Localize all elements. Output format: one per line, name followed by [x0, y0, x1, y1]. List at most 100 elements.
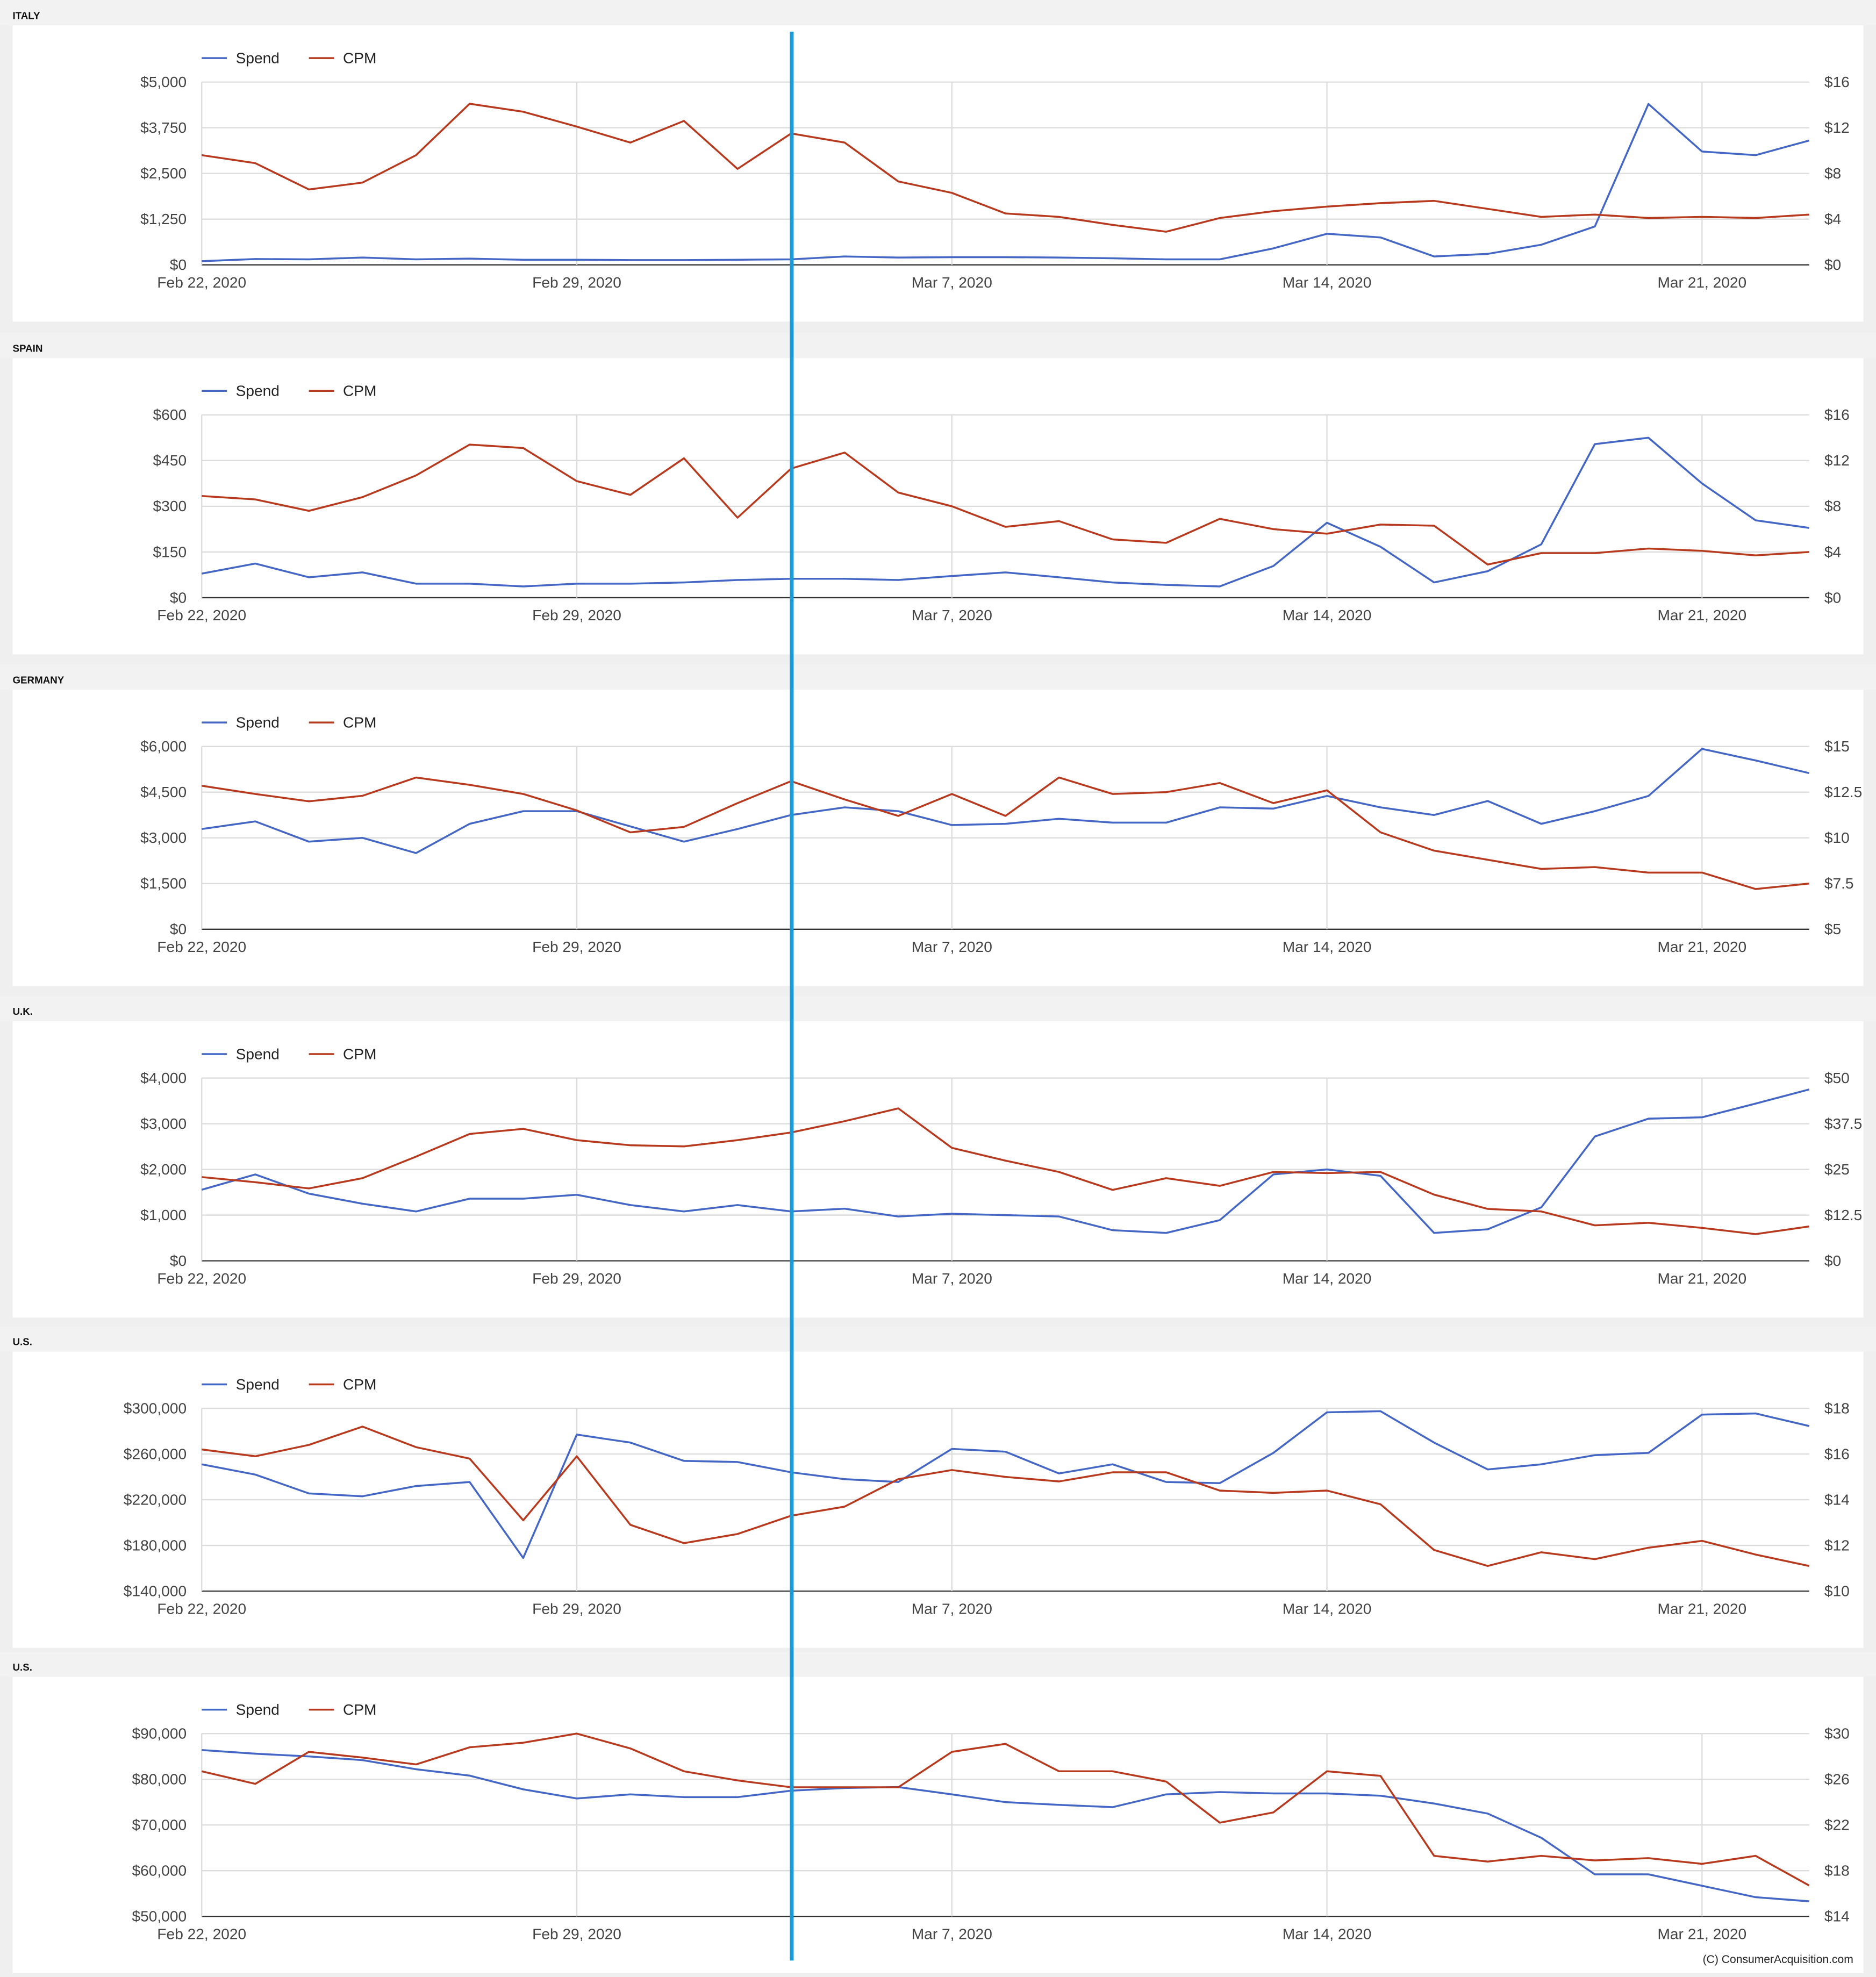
x-tick-label: Mar 21, 2020: [1657, 1925, 1746, 1942]
y-tick-label: $260,000: [124, 1445, 187, 1462]
y-tick-label: $4,500: [140, 784, 187, 800]
y-tick-label: $80,000: [132, 1771, 187, 1788]
y-tick-label: $0: [170, 1252, 187, 1269]
x-tick-label: Feb 22, 2020: [157, 607, 246, 624]
y-tick-label: $70,000: [132, 1817, 187, 1833]
y2-tick-label: $5: [1824, 921, 1841, 937]
y2-tick-label: $10: [1824, 829, 1850, 846]
legend-label: CPM: [343, 1701, 377, 1718]
x-tick-label: Feb 22, 2020: [157, 1600, 246, 1617]
panel-header: [0, 333, 1876, 359]
y2-tick-label: $14: [1824, 1908, 1850, 1925]
y2-tick-label: $15: [1824, 738, 1850, 755]
x-tick-label: Mar 7, 2020: [912, 1925, 992, 1942]
y2-tick-label: $50: [1824, 1070, 1850, 1086]
y2-tick-label: $12: [1824, 1537, 1850, 1553]
y-tick-label: $60,000: [132, 1863, 187, 1879]
series-line: [202, 1426, 1810, 1567]
legend-label: Spend: [236, 1045, 280, 1062]
legend-label: CPM: [343, 1045, 377, 1062]
legend-label: Spend: [236, 1376, 280, 1393]
y2-tick-label: $4: [1824, 211, 1841, 227]
y-tick-label: $0: [170, 921, 187, 937]
x-tick-label: Mar 7, 2020: [912, 1270, 992, 1287]
x-tick-label: Feb 22, 2020: [157, 274, 246, 291]
series-line: [202, 1749, 1809, 1902]
y2-tick-label: $12: [1824, 119, 1850, 136]
panel-header: [0, 664, 1876, 690]
y-tick-label: $600: [153, 406, 187, 423]
x-tick-label: Feb 22, 2020: [157, 1270, 246, 1287]
chart-title: U.S.: [12, 1336, 32, 1348]
x-tick-label: Feb 29, 2020: [532, 1600, 621, 1617]
y-tick-label: $150: [153, 543, 187, 560]
x-tick-label: Feb 29, 2020: [532, 939, 621, 955]
x-tick-label: Mar 14, 2020: [1283, 1925, 1372, 1942]
panel-header: [0, 1326, 1876, 1352]
legend-label: CPM: [343, 1376, 377, 1393]
series-line: [201, 436, 1809, 588]
legend-label: Spend: [236, 714, 280, 730]
x-tick-label: Mar 14, 2020: [1283, 607, 1372, 624]
y-tick-label: $3,000: [140, 1115, 187, 1132]
x-tick-label: Mar 7, 2020: [912, 939, 992, 955]
y-tick-label: $1,000: [140, 1207, 187, 1223]
legend-label: Spend: [236, 1701, 280, 1718]
y-tick-label: $180,000: [124, 1537, 187, 1553]
x-tick-label: Mar 21, 2020: [1657, 1600, 1746, 1617]
y-tick-label: $5,000: [140, 74, 187, 90]
y2-tick-label: $12.5: [1824, 784, 1862, 800]
y2-tick-label: $30: [1824, 1725, 1850, 1742]
y-tick-label: $140,000: [124, 1582, 187, 1599]
y2-tick-label: $14: [1824, 1491, 1850, 1508]
y2-tick-label: $8: [1824, 498, 1841, 514]
y2-tick-label: $22: [1824, 1817, 1850, 1833]
x-tick-label: Mar 7, 2020: [912, 607, 992, 624]
y2-tick-label: $25: [1824, 1161, 1850, 1178]
x-tick-label: Feb 29, 2020: [532, 274, 621, 291]
y-tick-label: $2,000: [140, 1161, 187, 1178]
chart-title: U.K.: [12, 1006, 33, 1017]
y-tick-label: $450: [153, 452, 187, 469]
y2-tick-label: $37.5: [1824, 1115, 1862, 1132]
y2-tick-label: $16: [1824, 1445, 1850, 1462]
panel-header: [0, 1651, 1876, 1677]
y2-tick-label: $0: [1824, 1252, 1841, 1269]
y-tick-label: $0: [170, 256, 187, 273]
panel-header: [0, 0, 1876, 26]
series-line: [202, 748, 1810, 854]
series-line: [202, 443, 1809, 566]
y-tick-label: $4,000: [140, 1070, 187, 1086]
x-tick-label: Feb 22, 2020: [157, 1925, 246, 1942]
chart-title: SPAIN: [12, 343, 42, 354]
x-tick-label: Mar 7, 2020: [912, 274, 992, 291]
x-tick-label: Mar 21, 2020: [1657, 274, 1746, 291]
series-line: [202, 776, 1809, 890]
y2-tick-label: $16: [1824, 74, 1850, 90]
x-tick-label: Feb 29, 2020: [532, 1925, 621, 1942]
y2-tick-label: $0: [1824, 256, 1841, 273]
series-line: [201, 1732, 1810, 1887]
series-line: [201, 1088, 1810, 1234]
y2-tick-label: $16: [1824, 406, 1850, 423]
y2-tick-label: $18: [1824, 1400, 1850, 1416]
y-tick-label: $1,250: [140, 211, 187, 227]
x-tick-label: Mar 21, 2020: [1657, 607, 1746, 624]
y-tick-label: $6,000: [140, 738, 187, 755]
y-tick-label: $220,000: [124, 1491, 187, 1508]
y2-tick-label: $0: [1824, 589, 1841, 606]
x-tick-label: Mar 21, 2020: [1657, 1270, 1746, 1287]
y2-tick-label: $4: [1824, 543, 1841, 560]
y-tick-label: $3,000: [140, 829, 187, 846]
y2-tick-label: $8: [1824, 165, 1841, 182]
y-tick-label: $90,000: [132, 1725, 187, 1742]
legend-label: Spend: [236, 49, 280, 66]
y-tick-label: $2,500: [140, 165, 187, 182]
series-line: [201, 1410, 1810, 1559]
chart-title: U.S.: [12, 1661, 32, 1673]
chart-title: ITALY: [12, 10, 40, 21]
series-line: [202, 103, 1810, 262]
